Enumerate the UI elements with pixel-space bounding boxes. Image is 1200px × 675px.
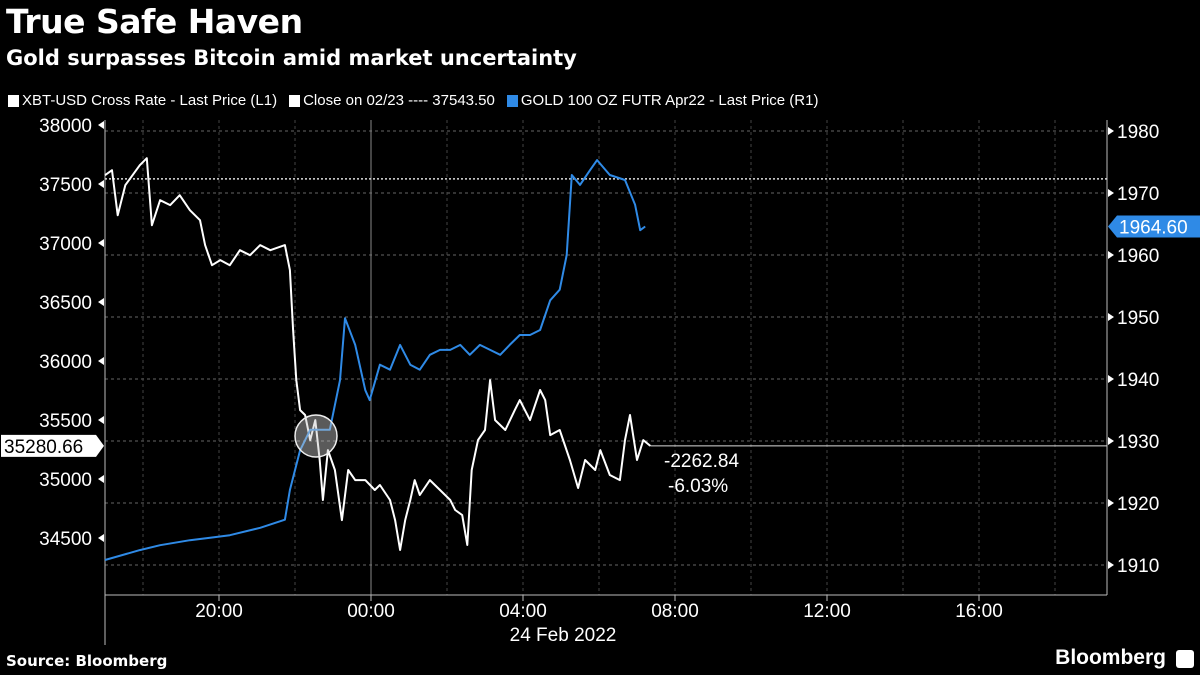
legend-item-xbt: XBT-USD Cross Rate - Last Price (L1) (8, 92, 277, 109)
y-right-tick-label: 1910 (1117, 556, 1159, 577)
legend-label: GOLD 100 OZ FUTR Apr22 - Last Price (R1) (520, 92, 819, 109)
y-left-tick-label: 37500 (39, 175, 92, 196)
legend-item-gold: GOLD 100 OZ FUTR Apr22 - Last Price (R1) (506, 92, 819, 109)
x-tick-label: 16:00 (955, 601, 1003, 622)
tick-mark (1108, 189, 1114, 197)
legend-label: Close on 02/23 ---- 37543.50 (303, 92, 495, 109)
event-marker (294, 414, 338, 458)
y-left-tick-label: 35500 (39, 411, 92, 432)
y-right-tick-label: 1940 (1117, 370, 1159, 391)
x-date-label: 24 Feb 2022 (510, 625, 617, 646)
y-left-tick-label: 36500 (39, 293, 92, 314)
last-left-value: 35280.66 (4, 437, 83, 458)
x-tick-label: 04:00 (499, 601, 547, 622)
y-right-tick-label: 1960 (1117, 246, 1159, 267)
y-right-tick-label: 1980 (1117, 122, 1159, 143)
tick-mark (1108, 313, 1114, 321)
tick-mark (98, 416, 104, 424)
tick-mark (98, 475, 104, 483)
y-left-tick-label: 36000 (39, 352, 92, 373)
tick-mark (98, 534, 104, 542)
label-box (1108, 215, 1200, 238)
x-tick-label: 08:00 (651, 601, 699, 622)
x-tick-label: 12:00 (803, 601, 851, 622)
legend: XBT-USD Cross Rate - Last Price (L1) Clo… (8, 92, 818, 109)
tick-mark (98, 180, 104, 188)
legend-item-close: Close on 02/23 ---- 37543.50 (289, 92, 495, 109)
tick-mark (1108, 375, 1114, 383)
label-box (1, 434, 104, 457)
bloomberg-logo: Bloomberg (1055, 646, 1166, 669)
xbt-usd-line (104, 157, 651, 551)
legend-label: XBT-USD Cross Rate - Last Price (L1) (22, 92, 278, 109)
y-right-tick-label: 1950 (1117, 308, 1159, 329)
tick-mark (1108, 251, 1114, 259)
legend-swatch (506, 94, 518, 107)
tick-mark (98, 298, 104, 306)
chart-subtitle: Gold surpasses Bitcoin amid market uncer… (6, 46, 577, 70)
y-left-tick-label: 37000 (39, 234, 92, 255)
y-left-tick-label: 34500 (39, 529, 92, 550)
tick-mark (98, 239, 104, 247)
y-left-tick-label: 38000 (39, 116, 92, 137)
last-right-label: 1964.60 (1108, 215, 1200, 238)
legend-swatch (289, 94, 301, 107)
change-pct-label: -6.03% (668, 476, 728, 497)
gold-line (104, 159, 646, 561)
tick-mark (1108, 499, 1114, 507)
x-tick-label: 00:00 (347, 601, 395, 622)
y-left-tick-label: 35000 (39, 470, 92, 491)
y-right-tick-label: 1970 (1117, 184, 1159, 205)
tick-mark (98, 357, 104, 365)
chart-title: True Safe Haven (6, 2, 303, 41)
x-tick-label: 20:00 (195, 601, 243, 622)
bloomberg-terminal-icon (1176, 650, 1194, 668)
tick-mark (98, 121, 104, 129)
change-abs-label: -2262.84 (664, 451, 739, 472)
source-note: Source: Bloomberg (6, 652, 168, 670)
y-right-tick-label: 1920 (1117, 494, 1159, 515)
tick-mark (1108, 127, 1114, 135)
legend-swatch (8, 94, 19, 107)
last-right-value: 1964.60 (1119, 217, 1188, 238)
y-right-tick-label: 1930 (1117, 432, 1159, 453)
tick-mark (1108, 561, 1114, 569)
last-left-label: 35280.66 (1, 434, 104, 458)
tick-mark (1108, 437, 1114, 445)
